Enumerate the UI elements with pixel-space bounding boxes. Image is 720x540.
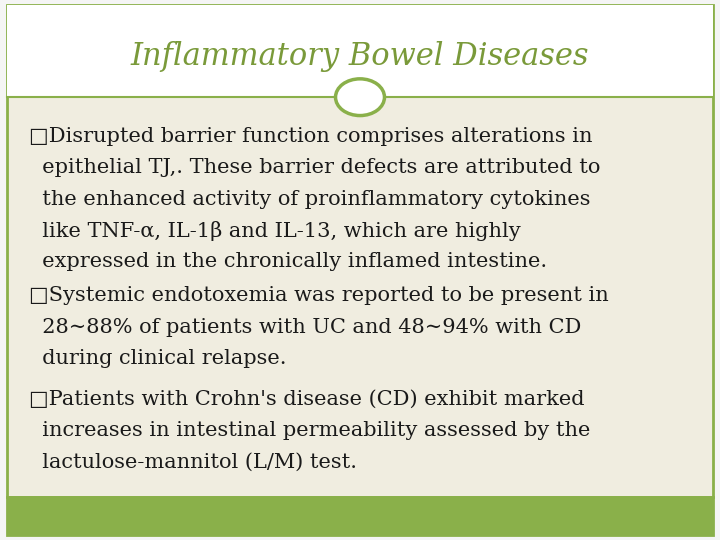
Text: □Patients with Crohn's disease (CD) exhibit marked: □Patients with Crohn's disease (CD) exhi… <box>29 390 585 409</box>
FancyBboxPatch shape <box>7 5 713 97</box>
Text: □Systemic endotoxemia was reported to be present in: □Systemic endotoxemia was reported to be… <box>29 286 608 305</box>
FancyBboxPatch shape <box>7 5 713 497</box>
Text: lactulose-mannitol (L/M) test.: lactulose-mannitol (L/M) test. <box>29 453 357 471</box>
Text: the enhanced activity of proinflammatory cytokines: the enhanced activity of proinflammatory… <box>29 190 590 208</box>
Text: increases in intestinal permeability assessed by the: increases in intestinal permeability ass… <box>29 421 590 440</box>
Text: □Disrupted barrier function comprises alterations in: □Disrupted barrier function comprises al… <box>29 127 593 146</box>
Text: expressed in the chronically inflamed intestine.: expressed in the chronically inflamed in… <box>29 252 547 271</box>
Circle shape <box>336 79 384 116</box>
Text: Inflammatory Bowel Diseases: Inflammatory Bowel Diseases <box>131 41 589 72</box>
Text: like TNF-α, IL-1β and IL-13, which are highly: like TNF-α, IL-1β and IL-13, which are h… <box>29 221 521 241</box>
FancyBboxPatch shape <box>7 497 713 535</box>
Text: epithelial TJ,. These barrier defects are attributed to: epithelial TJ,. These barrier defects ar… <box>29 158 600 177</box>
Text: 28∼88% of patients with UC and 48∼94% with CD: 28∼88% of patients with UC and 48∼94% wi… <box>29 318 581 336</box>
Text: during clinical relapse.: during clinical relapse. <box>29 349 287 368</box>
